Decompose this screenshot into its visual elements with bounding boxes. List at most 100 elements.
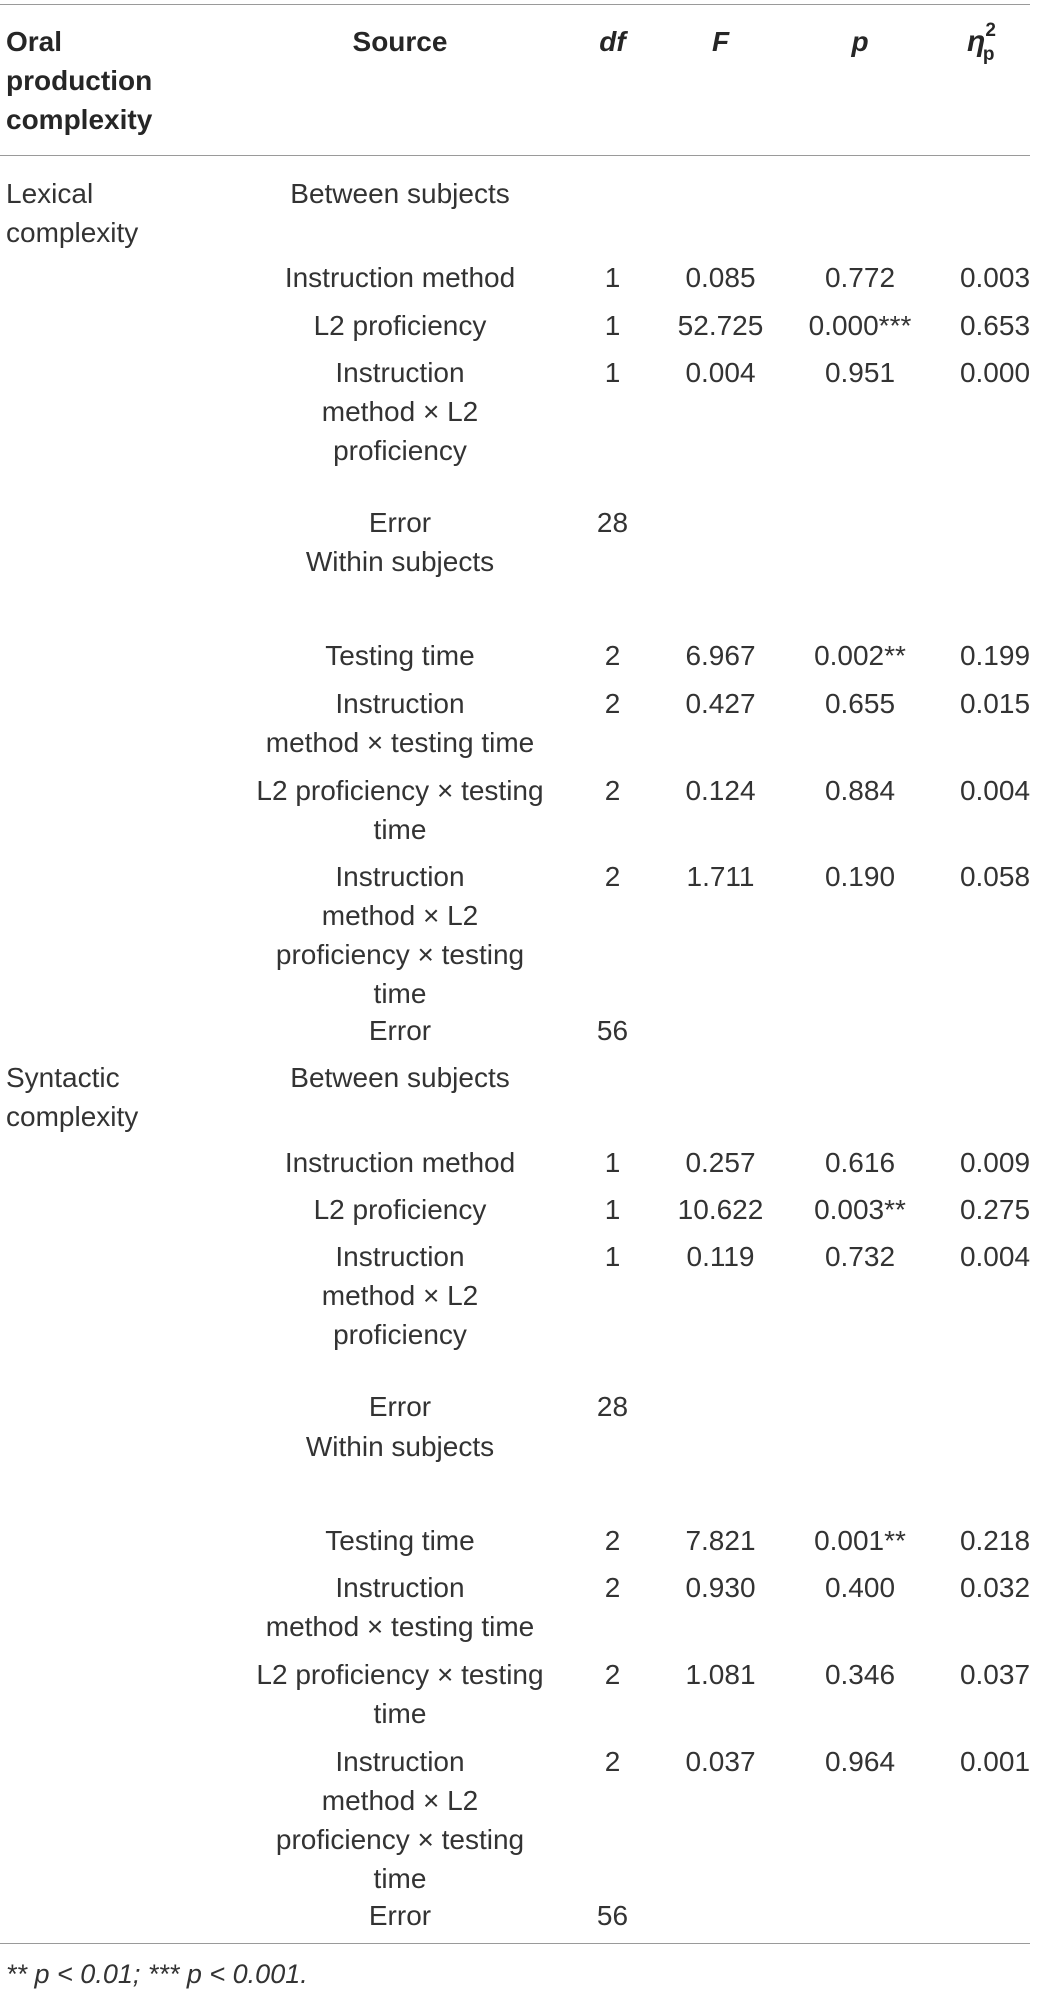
- p-cell: 0.616: [824, 1147, 896, 1178]
- f-cell: 1.711: [686, 861, 755, 892]
- eta-cell: 0.001: [959, 1746, 1031, 1777]
- source-cell-line: time: [373, 1863, 427, 1894]
- source-cell: L2 proficiency: [240, 1190, 560, 1229]
- df-cell: 28: [596, 1391, 629, 1422]
- source-cell: Instruction method × testing time: [240, 1568, 560, 1646]
- source-cell: Instruction method: [240, 1143, 560, 1182]
- source-cell: Instruction method × L2 proficiency × test…: [240, 857, 560, 1013]
- source-cell: Instruction method × testing time: [240, 684, 560, 762]
- header-eta-squared-partial: η2p: [967, 20, 996, 65]
- df-cell: 2: [604, 1572, 621, 1603]
- f-cell: 52.725: [677, 310, 764, 341]
- df-cell: 1: [604, 357, 621, 388]
- source-cell-line: method × L2: [321, 396, 479, 427]
- source-cell-line: time: [373, 814, 427, 845]
- top-rule: [0, 4, 1030, 5]
- p-cell: 0.002**: [814, 640, 906, 671]
- f-cell: 0.085: [685, 262, 756, 293]
- p-cell: 0.400: [824, 1572, 896, 1603]
- source-cell-line: time: [373, 978, 427, 1009]
- df-cell: 56: [596, 1900, 629, 1931]
- group-label: Syntactic complexity: [6, 1058, 206, 1136]
- source-cell: Instruction method × L2 proficiency × test…: [240, 1742, 560, 1898]
- df-cell: 2: [604, 775, 621, 806]
- f-cell: 0.124: [685, 775, 756, 806]
- source-cell-line: Testing time: [325, 1525, 475, 1556]
- p-cell: 0.772: [824, 262, 896, 293]
- f-cell: 10.622: [677, 1194, 764, 1225]
- eta-cell: 0.058: [959, 861, 1031, 892]
- source-cell: Instruction method × L2 proficiency: [240, 353, 560, 470]
- source-cell-line: Error: [368, 1015, 432, 1046]
- p-cell: 0.884: [824, 775, 896, 806]
- header-p: p: [851, 26, 869, 57]
- eta-cell: 0.037: [959, 1659, 1031, 1690]
- f-cell: 0.037: [685, 1746, 756, 1777]
- source-cell: L2 proficiency × testing time: [240, 771, 560, 849]
- source-cell-line: Error: [368, 1900, 432, 1931]
- source-cell: Testing time: [240, 1521, 560, 1560]
- p-cell: 0.951: [824, 357, 896, 388]
- df-cell: 1: [604, 1194, 621, 1225]
- p-cell: 0.732: [824, 1241, 896, 1272]
- source-cell-line: Instruction: [335, 1572, 465, 1603]
- df-cell: 2: [604, 1746, 621, 1777]
- f-cell: 1.081: [685, 1659, 756, 1690]
- df-cell: 1: [604, 1147, 621, 1178]
- eta-cell: 0.653: [959, 310, 1031, 341]
- header-oral-production-complexity: Oral production complexity: [6, 26, 153, 135]
- p-cell: 0.964: [824, 1746, 896, 1777]
- df-cell: 28: [596, 507, 629, 538]
- f-cell: 0.427: [685, 688, 756, 719]
- within-subjects-label: Within subjects: [305, 546, 495, 577]
- source-cell-line: L2 proficiency × testing: [256, 1659, 544, 1690]
- source-cell-line: Instruction method: [284, 1147, 516, 1178]
- source-cell: Error: [240, 503, 560, 542]
- header-rule: [0, 155, 1030, 156]
- source-cell-line: L2 proficiency: [313, 310, 487, 341]
- df-cell: 1: [604, 310, 621, 341]
- bottom-rule: [0, 1943, 1030, 1944]
- source-cell-line: method × L2: [321, 1785, 479, 1816]
- source-cell: Error: [240, 1896, 560, 1935]
- source-cell-line: method × testing time: [265, 1611, 535, 1642]
- source-cell-line: Testing time: [325, 640, 475, 671]
- source-cell-line: proficiency: [333, 1319, 467, 1350]
- group-label: Lexical complexity: [6, 174, 206, 252]
- source-cell-line: Instruction: [335, 1746, 465, 1777]
- eta-cell: 0.032: [959, 1572, 1031, 1603]
- eta-cell: 0.009: [959, 1147, 1031, 1178]
- source-cell-line: proficiency × testing: [275, 939, 525, 970]
- footnote: ** p < 0.01; *** p < 0.001.: [6, 1959, 308, 1989]
- eta-cell: 0.218: [959, 1525, 1031, 1556]
- source-cell-line: Instruction: [335, 1241, 465, 1272]
- source-cell-line: L2 proficiency: [313, 1194, 487, 1225]
- source-cell-line: proficiency: [333, 435, 467, 466]
- p-cell: 0.003**: [814, 1194, 906, 1225]
- source-cell-line: proficiency × testing: [275, 1824, 525, 1855]
- df-cell: 56: [596, 1015, 629, 1046]
- source-cell-line: method × L2: [321, 900, 479, 931]
- f-cell: 0.257: [685, 1147, 756, 1178]
- source-cell: Instruction method: [240, 258, 560, 297]
- eta-cell: 0.004: [959, 775, 1031, 806]
- source-cell: Error: [240, 1387, 560, 1426]
- f-cell: 6.967: [685, 640, 756, 671]
- group-label-line: complexity: [6, 217, 139, 248]
- source-cell-line: Instruction: [335, 357, 465, 388]
- df-cell: 2: [604, 1659, 621, 1690]
- source-cell: L2 proficiency × testing time: [240, 1655, 560, 1733]
- p-cell: 0.190: [824, 861, 896, 892]
- eta-cell: 0.003: [959, 262, 1031, 293]
- eta-cell: 0.004: [959, 1241, 1031, 1272]
- p-cell: 0.001**: [814, 1525, 906, 1556]
- f-cell: 0.930: [685, 1572, 756, 1603]
- group-label-line: Lexical: [6, 178, 94, 209]
- source-cell-line: Instruction: [335, 861, 465, 892]
- header-source: Source: [352, 26, 448, 57]
- between-subjects-label: Between subjects: [290, 178, 510, 209]
- source-cell-line: Error: [368, 507, 432, 538]
- df-cell: 2: [604, 688, 621, 719]
- p-cell: 0.655: [824, 688, 896, 719]
- eta-cell: 0.000: [959, 357, 1031, 388]
